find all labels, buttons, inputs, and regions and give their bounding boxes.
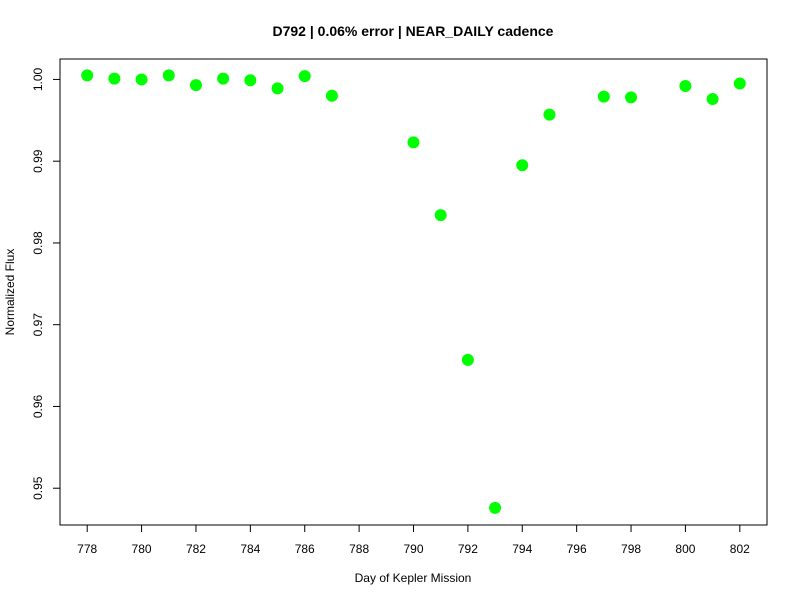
data-point — [244, 74, 257, 87]
y-tick-label: 0.97 — [31, 313, 45, 337]
x-tick-label: 784 — [240, 542, 260, 556]
y-tick-label: 0.96 — [31, 394, 45, 418]
data-point — [135, 73, 148, 86]
x-tick-label: 798 — [621, 542, 641, 556]
y-axis: 0.95 0.96 0.97 0.98 0.99 1.00 — [31, 67, 60, 500]
x-tick-label: 782 — [186, 542, 206, 556]
data-point — [108, 72, 121, 85]
y-tick-label: 0.99 — [31, 149, 45, 173]
x-tick-label: 794 — [512, 542, 532, 556]
y-tick-label: 1.00 — [31, 67, 45, 91]
x-axis-label: Day of Kepler Mission — [355, 571, 472, 585]
data-point — [271, 82, 284, 95]
data-point — [434, 209, 447, 222]
data-point — [407, 136, 420, 149]
x-tick-label: 780 — [132, 542, 152, 556]
data-point — [81, 69, 94, 82]
x-tick-label: 802 — [730, 542, 750, 556]
data-points — [81, 69, 746, 514]
data-point — [162, 69, 175, 82]
x-tick-label: 778 — [77, 542, 97, 556]
data-point — [217, 72, 230, 85]
data-point — [706, 93, 719, 106]
data-point — [489, 501, 502, 514]
y-axis-label: Normalized Flux — [3, 249, 17, 336]
data-point — [516, 159, 529, 172]
data-point — [625, 91, 638, 104]
data-point — [679, 79, 692, 92]
chart-title: D792 | 0.06% error | NEAR_DAILY cadence — [273, 23, 554, 39]
y-tick-label: 0.95 — [31, 476, 45, 500]
x-tick-label: 800 — [675, 542, 695, 556]
data-point — [543, 108, 556, 121]
data-point — [189, 79, 202, 92]
x-tick-label: 792 — [458, 542, 478, 556]
data-point — [597, 90, 610, 103]
x-tick-label: 786 — [295, 542, 315, 556]
x-tick-label: 790 — [403, 542, 423, 556]
data-point — [733, 77, 746, 90]
x-tick-label: 796 — [567, 542, 587, 556]
data-point — [325, 89, 338, 102]
x-tick-label: 788 — [349, 542, 369, 556]
plot-frame — [59, 58, 768, 526]
data-point — [298, 70, 311, 83]
x-axis: 778 780 782 784 786 788 790 792 794 796 798 800 802 — [77, 525, 750, 556]
y-tick-label: 0.98 — [31, 231, 45, 255]
data-point — [461, 353, 474, 366]
